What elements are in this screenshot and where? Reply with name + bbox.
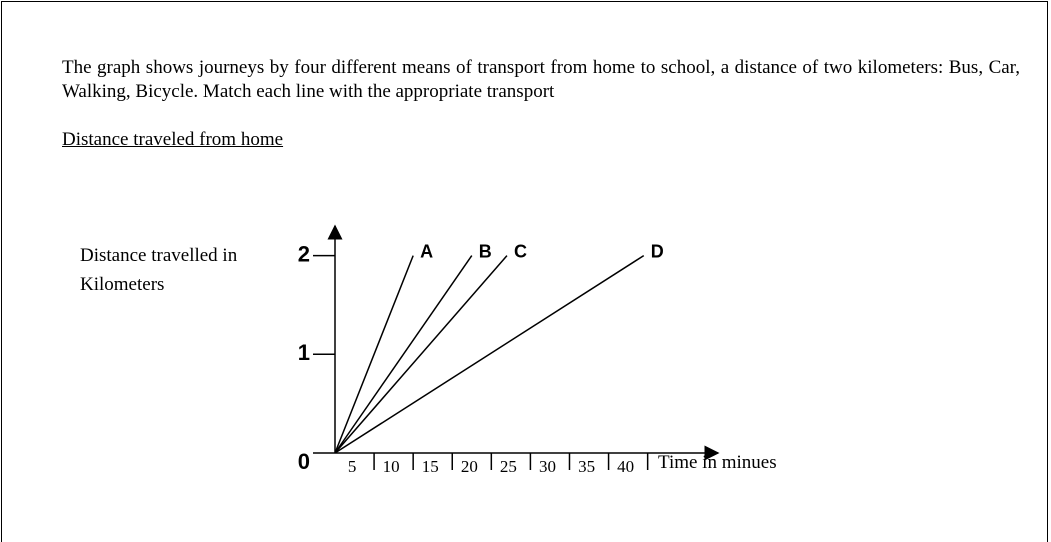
x-axis-label: Time in minues xyxy=(658,452,777,473)
line-label: C xyxy=(514,241,527,261)
series-line xyxy=(334,255,508,454)
y-axis-label: Distance travelled in Kilometers xyxy=(80,245,238,295)
line-label: D xyxy=(651,241,664,261)
x-tick-label: 10 xyxy=(383,457,400,476)
caption: Distance traveled from home xyxy=(62,129,284,150)
x-tick-label: 5 xyxy=(348,457,357,476)
line-label: B xyxy=(479,241,492,261)
series-line xyxy=(334,255,473,454)
y-tick-label: 0 xyxy=(298,449,310,474)
y-tick-label: 1 xyxy=(298,340,310,365)
y-tick-label: 2 xyxy=(298,241,310,266)
x-tick-label: 15 xyxy=(422,457,439,476)
x-tick-label: 25 xyxy=(500,457,517,476)
series-line xyxy=(334,255,414,454)
x-tick-label: 30 xyxy=(539,457,556,476)
line-label: A xyxy=(420,241,433,261)
question-text: The graph shows journeys by four differe… xyxy=(62,57,1020,102)
x-tick-label: 20 xyxy=(461,457,478,476)
series-line xyxy=(334,254,645,454)
x-tick-label: 40 xyxy=(617,457,634,476)
x-tick-label: 35 xyxy=(578,457,595,476)
